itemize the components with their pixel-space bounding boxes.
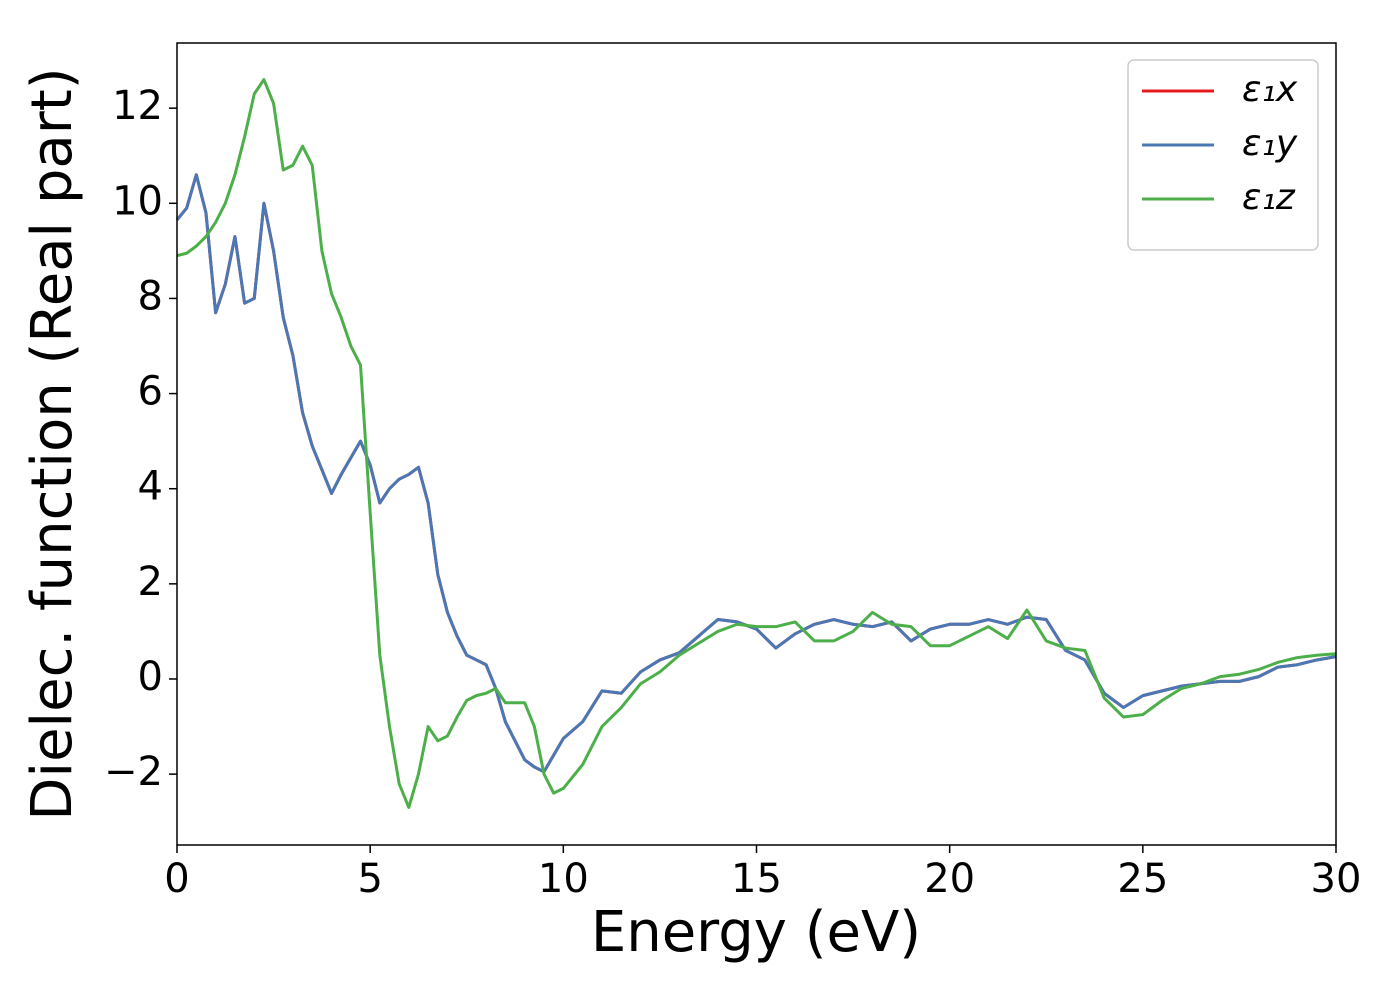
legend: ε₁x ε₁y ε₁z bbox=[1127, 59, 1319, 251]
x-tick-label: 10 bbox=[538, 856, 589, 902]
series-line bbox=[175, 173, 1337, 774]
x-tick-label: 30 bbox=[1311, 856, 1362, 902]
x-tick-label: 20 bbox=[924, 856, 975, 902]
y-tick-label: 6 bbox=[138, 369, 163, 415]
y-tick-label: 2 bbox=[138, 559, 163, 605]
x-tick-label: 0 bbox=[164, 856, 189, 902]
legend-label: ε₁y bbox=[1242, 123, 1298, 164]
legend-label: ε₁x bbox=[1242, 69, 1298, 110]
legend-box bbox=[1127, 59, 1319, 251]
y-tick-label: 12 bbox=[112, 83, 163, 129]
x-axis-label: Energy (eV) bbox=[591, 900, 921, 965]
y-tick-label: 8 bbox=[138, 273, 163, 319]
series-line bbox=[176, 78, 1337, 809]
y-tick-label: −2 bbox=[104, 749, 163, 795]
x-tick-label: 25 bbox=[1117, 856, 1168, 902]
y-tick-label: 10 bbox=[112, 178, 163, 224]
legend-label: ε₁z bbox=[1242, 177, 1296, 218]
x-tick-label: 5 bbox=[357, 856, 382, 902]
plot-frame bbox=[176, 42, 1337, 846]
y-tick-label: 0 bbox=[138, 654, 163, 700]
y-tick-label: 4 bbox=[138, 464, 163, 510]
y-axis-label: Dielec. function (Real part) bbox=[20, 67, 85, 820]
series-line bbox=[175, 173, 1337, 774]
x-tick-label: 15 bbox=[731, 856, 782, 902]
